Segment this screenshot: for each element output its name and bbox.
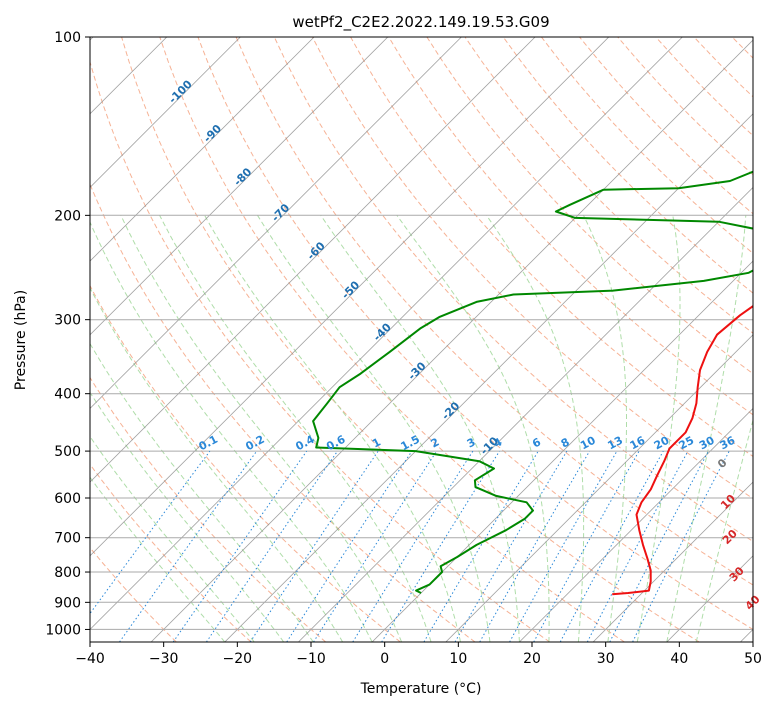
moist-adiabat-line: [636, 215, 681, 642]
mixing-ratio-line: [172, 450, 308, 642]
mixing-ratio-line: [249, 450, 379, 642]
x-axis-label: Temperature (°C): [360, 681, 482, 697]
mixing-ratio-line: [632, 450, 730, 642]
moist-adiabat-line: [695, 418, 753, 642]
x-tick-label: −30: [149, 651, 179, 667]
dry-adiabat-line: [311, 37, 753, 500]
isotherm-line: [445, 334, 753, 642]
x-tick-label: 20: [523, 651, 541, 667]
y-tick-label: 300: [54, 313, 81, 329]
y-tick-label: 800: [54, 565, 81, 581]
moist-adiabat-line: [257, 215, 491, 642]
plot-frame: [89, 36, 754, 643]
moist-adiabat-line: [90, 286, 344, 642]
mixing-ratio-line: [313, 450, 438, 642]
moist-adiabat-line: [90, 435, 255, 642]
background-lines: [90, 37, 753, 642]
mixing-ratio-line: [90, 450, 211, 615]
profile-lines: [312, 170, 753, 596]
dry-adiabat-line: [197, 37, 753, 630]
mixing-ratio-line: [381, 450, 500, 642]
x-tick-label: −20: [223, 651, 253, 667]
dry-adiabat-line: [426, 37, 753, 375]
mixing-ratio-line: [533, 450, 640, 642]
y-tick-label: 700: [54, 531, 81, 547]
dry-adiabat-line: [235, 37, 753, 586]
mixing-ratio-label: 30: [697, 434, 717, 453]
moist-adiabat-line: [90, 220, 373, 642]
mixing-ratio-label: 13: [605, 434, 625, 453]
x-tick-label: 0: [380, 651, 389, 667]
isotherm-line: [90, 37, 241, 188]
x-tick-label: 40: [670, 651, 688, 667]
isotherm-line: [90, 37, 610, 557]
x-tick-label: −10: [296, 651, 326, 667]
mixing-ratio-label: 25: [677, 434, 697, 453]
isotherm-line: [298, 186, 753, 642]
mixing-ratio-label: 36: [718, 434, 738, 453]
y-tick-label: 400: [54, 387, 81, 403]
dry-adiabat-line: [90, 60, 551, 642]
y-tick-label: 1000: [45, 622, 81, 638]
y-tick-label: 900: [54, 595, 81, 611]
y-tick-label: 600: [54, 491, 81, 507]
mixing-ratio-line: [205, 450, 338, 642]
moist-adiabat-line: [90, 342, 314, 642]
isotherm-line: [224, 113, 753, 642]
mixing-ratio-line: [119, 450, 258, 642]
moist-adiabat-line: [159, 215, 432, 642]
isotherm-line: [90, 37, 683, 630]
isotherm-line: [371, 260, 753, 642]
moist-adiabat-line: [486, 215, 585, 642]
moist-adiabat-line: [583, 215, 627, 642]
mixing-ratio-label: 10: [578, 434, 598, 453]
moist-adiabat-line: [90, 391, 285, 642]
mixing-ratio-label: 16: [628, 434, 648, 453]
x-tick-label: 50: [744, 651, 762, 667]
mixing-ratio-line: [286, 450, 413, 642]
x-tick-label: 30: [597, 651, 615, 667]
dry-adiabat-line: [90, 463, 252, 642]
y-axis-label: Pressure (hPa): [13, 290, 29, 390]
dry-adiabat-line: [388, 37, 753, 416]
dry-adiabat-line: [90, 182, 476, 642]
moist-adiabat-line: [666, 215, 747, 642]
dewpoint-profile-line: [312, 170, 753, 594]
mixing-ratio-label: 20: [652, 434, 672, 453]
y-tick-label: 500: [54, 444, 81, 460]
dry-adiabat-line: [90, 546, 177, 642]
dry-adiabat-line: [159, 37, 700, 642]
chart-title: wetPf2_C2E2.2022.149.19.53.G09: [292, 13, 549, 32]
y-tick-label: 200: [54, 208, 81, 224]
isotherm-line: [90, 37, 315, 262]
isotherm-line: [90, 37, 389, 336]
isotherm-line: [519, 407, 753, 642]
isotherm-line: [592, 481, 753, 642]
mixing-ratio-line: [559, 450, 664, 642]
dry-adiabat-line: [90, 376, 327, 642]
moist-adiabat-line: [120, 215, 403, 642]
isotherm-line: [90, 37, 462, 409]
dry-adiabat-line: [502, 37, 753, 294]
isotherm-line: [90, 37, 536, 483]
moist-adiabat-line: [396, 215, 550, 642]
x-tick-label: 10: [449, 651, 467, 667]
mixing-ratio-line: [509, 450, 618, 642]
mixing-ratio-line: [352, 450, 474, 642]
x-tick-label: −40: [75, 651, 105, 667]
y-tick-label: 100: [54, 30, 81, 46]
moist-adiabat-line: [90, 476, 226, 642]
axes: −40 −30 −20 −10 0 10 20 30 40 50 100 200 300 400 500 60…: [45, 30, 762, 667]
dry-adiabat-line: [121, 37, 625, 642]
temperature-profile-line: [612, 304, 753, 596]
isotherm-line: [150, 39, 753, 642]
